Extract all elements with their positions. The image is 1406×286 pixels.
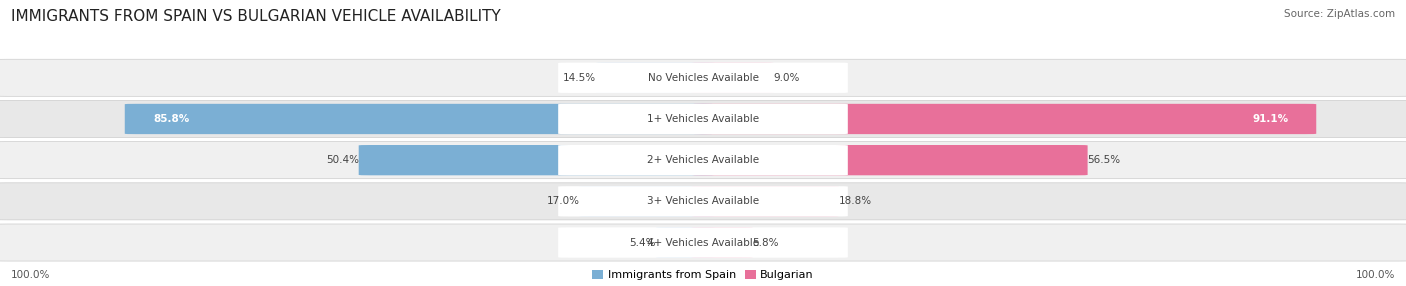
FancyBboxPatch shape — [359, 145, 714, 175]
FancyBboxPatch shape — [692, 186, 838, 217]
FancyBboxPatch shape — [0, 183, 1406, 220]
FancyBboxPatch shape — [125, 104, 714, 134]
Text: 100.0%: 100.0% — [11, 270, 51, 279]
FancyBboxPatch shape — [0, 142, 1406, 179]
Text: 18.8%: 18.8% — [838, 196, 872, 206]
Text: 17.0%: 17.0% — [547, 196, 579, 206]
FancyBboxPatch shape — [558, 63, 848, 93]
Text: 14.5%: 14.5% — [562, 73, 596, 83]
FancyBboxPatch shape — [692, 63, 773, 93]
FancyBboxPatch shape — [558, 104, 848, 134]
FancyBboxPatch shape — [657, 227, 714, 258]
FancyBboxPatch shape — [692, 145, 1088, 175]
FancyBboxPatch shape — [579, 186, 714, 217]
Text: 91.1%: 91.1% — [1251, 114, 1288, 124]
FancyBboxPatch shape — [692, 227, 752, 258]
Text: 9.0%: 9.0% — [773, 73, 800, 83]
FancyBboxPatch shape — [558, 186, 848, 217]
FancyBboxPatch shape — [0, 100, 1406, 138]
Text: Source: ZipAtlas.com: Source: ZipAtlas.com — [1284, 9, 1395, 19]
Text: No Vehicles Available: No Vehicles Available — [648, 73, 758, 83]
FancyBboxPatch shape — [558, 145, 848, 175]
Text: 100.0%: 100.0% — [1355, 270, 1395, 279]
Legend: Immigrants from Spain, Bulgarian: Immigrants from Spain, Bulgarian — [592, 270, 814, 281]
Text: 50.4%: 50.4% — [326, 155, 359, 165]
FancyBboxPatch shape — [596, 63, 714, 93]
Text: 2+ Vehicles Available: 2+ Vehicles Available — [647, 155, 759, 165]
Text: IMMIGRANTS FROM SPAIN VS BULGARIAN VEHICLE AVAILABILITY: IMMIGRANTS FROM SPAIN VS BULGARIAN VEHIC… — [11, 9, 501, 23]
FancyBboxPatch shape — [0, 59, 1406, 96]
FancyBboxPatch shape — [0, 224, 1406, 261]
Text: 85.8%: 85.8% — [153, 114, 190, 124]
FancyBboxPatch shape — [692, 104, 1316, 134]
Text: 3+ Vehicles Available: 3+ Vehicles Available — [647, 196, 759, 206]
Text: 5.8%: 5.8% — [752, 238, 779, 247]
Text: 56.5%: 56.5% — [1088, 155, 1121, 165]
Text: 5.4%: 5.4% — [630, 238, 657, 247]
FancyBboxPatch shape — [558, 227, 848, 258]
Text: 1+ Vehicles Available: 1+ Vehicles Available — [647, 114, 759, 124]
Text: 4+ Vehicles Available: 4+ Vehicles Available — [647, 238, 759, 247]
